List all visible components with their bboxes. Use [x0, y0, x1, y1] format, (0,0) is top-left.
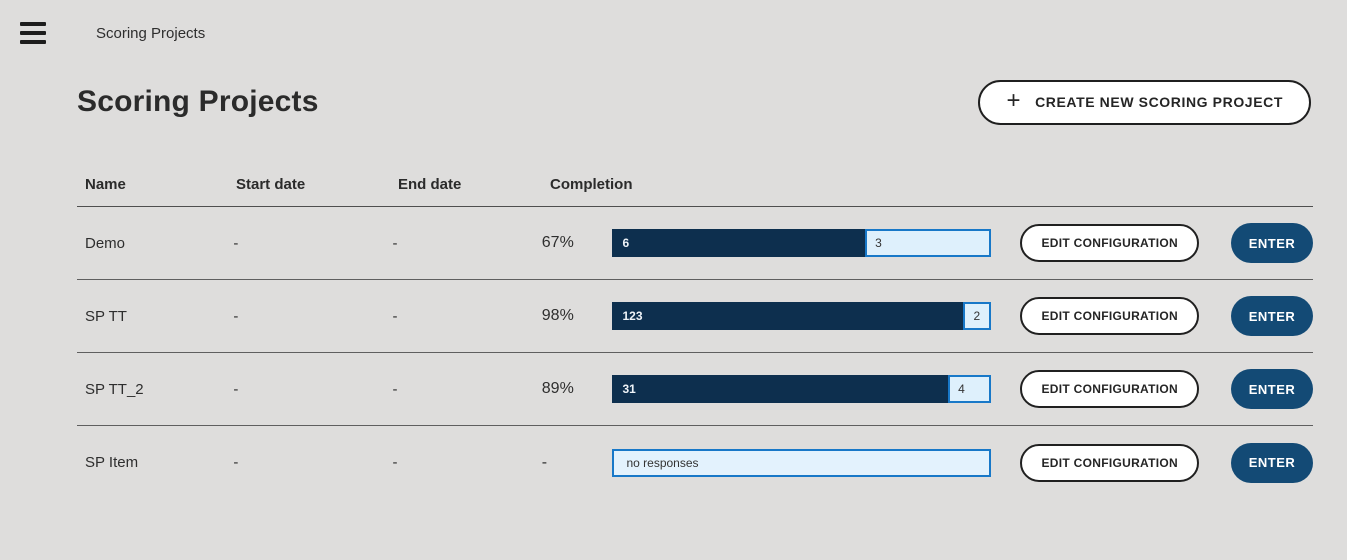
completion-percent: 67%: [541, 234, 574, 251]
edit-configuration-button[interactable]: EDIT CONFIGURATION: [1020, 370, 1199, 408]
project-start-date: -: [233, 307, 239, 325]
project-name: SP Item: [85, 454, 139, 471]
bar-empty-label: no responses: [612, 448, 992, 477]
bar-remaining-segment: 4: [948, 375, 992, 403]
app-bar: Scoring Projects: [0, 0, 1347, 46]
project-start-date: -: [233, 234, 239, 252]
table-body: Demo - - 67% 6 3 EDIT CONFIGURATION ENTE…: [77, 207, 1313, 499]
hamburger-menu-icon[interactable]: [20, 22, 46, 44]
enter-button[interactable]: ENTER: [1231, 223, 1313, 263]
project-end-date: -: [392, 380, 398, 398]
create-button-label: CREATE NEW SCORING PROJECT: [1035, 94, 1283, 110]
completion-percent: 89%: [541, 380, 574, 397]
scoring-projects-table: Name Start date End date Completion Demo…: [77, 176, 1313, 499]
project-name: SP TT: [85, 307, 127, 325]
project-start-date: -: [233, 454, 239, 471]
edit-configuration-button[interactable]: EDIT CONFIGURATION: [1020, 443, 1199, 482]
edit-configuration-button[interactable]: EDIT CONFIGURATION: [1020, 224, 1199, 262]
table-row: SP TT - - 98% 123 2 EDIT CONFIGURATION E…: [77, 280, 1313, 353]
edit-configuration-button[interactable]: EDIT CONFIGURATION: [1020, 297, 1199, 335]
bar-scored-segment: 31: [612, 375, 949, 403]
page-header: Scoring Projects + CREATE NEW SCORING PR…: [0, 72, 1347, 132]
app-bar-title: Scoring Projects: [96, 24, 206, 42]
table-row: SP TT_2 - - 89% 31 4 EDIT CONFIGURATION …: [77, 353, 1313, 426]
completion-bar: no responses: [612, 448, 992, 477]
project-end-date: -: [392, 234, 398, 252]
bar-scored-segment: 6: [612, 229, 866, 257]
completion-percent: 98%: [541, 307, 574, 324]
project-name: SP TT_2: [85, 380, 144, 398]
bar-remaining-segment: 3: [865, 229, 992, 257]
create-new-scoring-project-button[interactable]: + CREATE NEW SCORING PROJECT: [978, 79, 1311, 125]
table-header-row: Name Start date End date Completion: [77, 176, 1313, 207]
column-header-start-date: Start date: [236, 176, 306, 193]
completion-bar: 123 2: [612, 302, 992, 330]
completion-bar: 6 3: [612, 229, 992, 257]
bar-remaining-segment: 2: [963, 302, 992, 330]
column-header-end-date: End date: [398, 176, 462, 193]
enter-button[interactable]: ENTER: [1231, 369, 1313, 409]
project-end-date: -: [392, 454, 398, 471]
project-name: Demo: [85, 234, 126, 252]
completion-bar: 31 4: [612, 375, 992, 403]
page-title: Scoring Projects: [77, 85, 319, 118]
column-header-name: Name: [85, 176, 126, 193]
completion-percent: -: [541, 453, 548, 471]
project-end-date: -: [392, 307, 398, 325]
plus-icon: +: [1006, 87, 1022, 114]
project-start-date: -: [233, 380, 239, 398]
enter-button[interactable]: ENTER: [1231, 442, 1313, 483]
enter-button[interactable]: ENTER: [1231, 296, 1313, 336]
table-row: Demo - - 67% 6 3 EDIT CONFIGURATION ENTE…: [77, 207, 1313, 280]
table-row: SP Item - - - no responses EDIT CONFIGUR…: [77, 426, 1313, 499]
bar-scored-segment: 123: [612, 302, 964, 330]
column-header-completion: Completion: [550, 176, 633, 193]
